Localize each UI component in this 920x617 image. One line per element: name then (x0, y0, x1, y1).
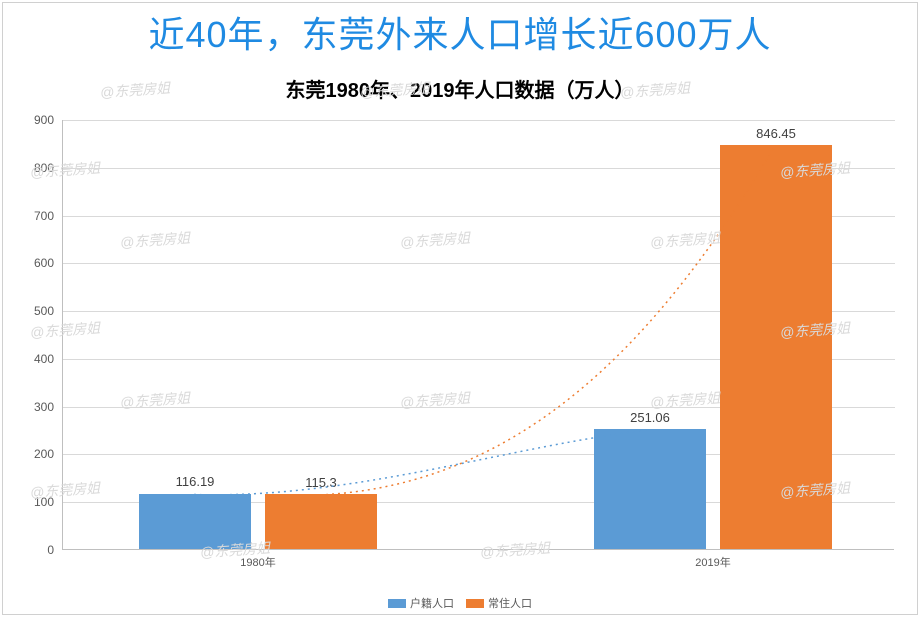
y-tick-label: 300 (4, 400, 54, 414)
y-tick-label: 600 (4, 256, 54, 270)
legend-swatch-changzhu (466, 599, 484, 608)
y-tick-label: 900 (4, 113, 54, 127)
y-tick-label: 400 (4, 352, 54, 366)
y-tick-label: 200 (4, 447, 54, 461)
bar-value-label: 116.19 (176, 474, 215, 489)
chart-plot-area: 0100200300400500600700800900116.19115.31… (62, 120, 894, 550)
x-tick-label: 1980年 (240, 554, 275, 570)
bar-value-label: 115.3 (305, 475, 337, 490)
legend-swatch-huji (388, 599, 406, 608)
y-tick-label: 700 (4, 209, 54, 223)
main-title: 近40年，东莞外来人口增长近600万人 (0, 0, 920, 60)
legend: 户籍人口 常住人口 (388, 595, 532, 611)
legend-item-huji: 户籍人口 (388, 595, 454, 611)
y-tick-label: 100 (4, 495, 54, 509)
legend-label-changzhu: 常住人口 (488, 595, 532, 611)
legend-label-huji: 户籍人口 (410, 595, 454, 611)
bar (265, 494, 377, 549)
x-tick-label: 2019年 (695, 554, 730, 570)
y-tick-label: 800 (4, 161, 54, 175)
y-tick-label: 500 (4, 304, 54, 318)
legend-item-changzhu: 常住人口 (466, 595, 532, 611)
bar-value-label: 846.45 (756, 126, 796, 141)
bar (720, 145, 832, 549)
y-tick-label: 0 (4, 543, 54, 557)
gridline (63, 120, 895, 121)
chart-title: 东莞1980年、2019年人口数据（万人） (0, 60, 920, 111)
bar-value-label: 251.06 (630, 410, 670, 425)
bar (139, 494, 251, 550)
bar (594, 429, 706, 549)
